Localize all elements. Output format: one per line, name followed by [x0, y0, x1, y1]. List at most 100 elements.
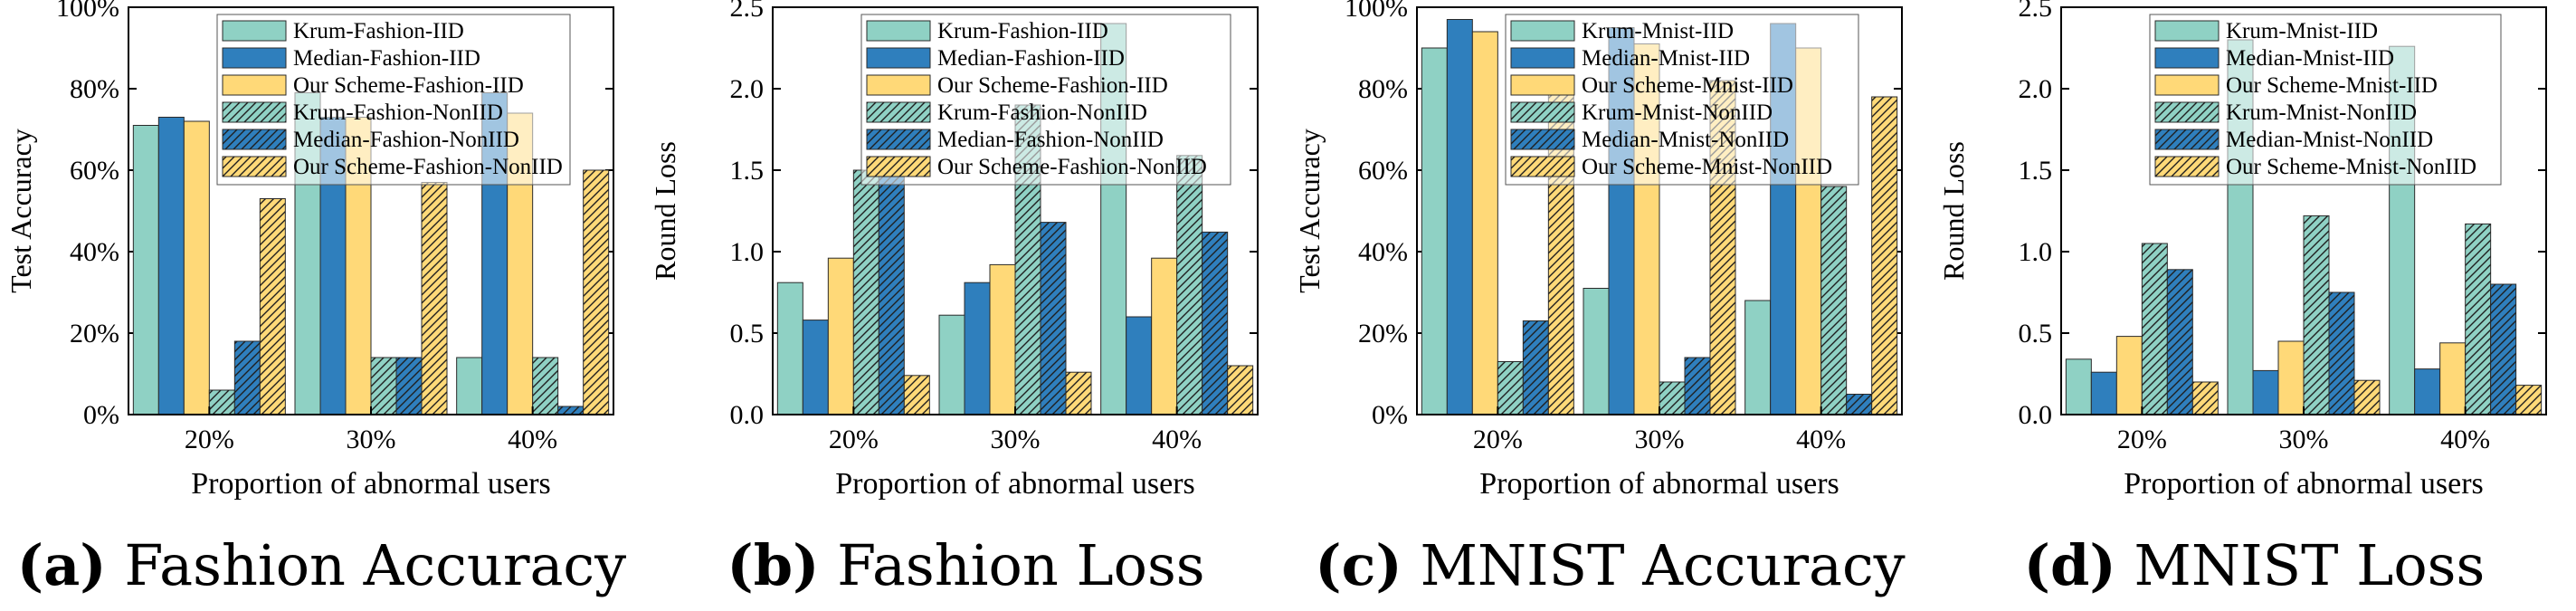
plot-frame: [128, 6, 614, 415]
plot-frame: [2060, 6, 2547, 415]
subplot-fashion-accuracy: 0% 20% 40% 60% 80% 100% 20% 30% 40% Krum-Fashion-…: [0, 0, 643, 611]
x-tick-label: 20%: [829, 425, 879, 454]
bar: [2191, 381, 2219, 415]
y-tick-label: 2.5: [730, 0, 765, 23]
bar: [1040, 222, 1067, 415]
bar: [2065, 358, 2092, 415]
legend-item: Our Scheme-Mnist-NonIID: [2154, 155, 2476, 179]
bar: [1497, 361, 1524, 415]
x-axis-label: Proportion of abnormal users: [191, 467, 551, 501]
bar: [2277, 340, 2305, 415]
chart-fashion-loss: 0.0 0.5 1.0 1.5 2.0 2.5 20% 30% 40% Krum-Fashion-…: [649, 0, 1259, 501]
bar: [827, 257, 854, 415]
caption-title: MNIST Accuracy: [1420, 532, 1906, 598]
svg-text:Median-Fashion-NonIID: Median-Fashion-NonIID: [937, 128, 1164, 152]
y-axis-label: Test Accuracy: [1293, 129, 1326, 293]
bar: [1659, 381, 1686, 415]
y-tick-label: 1.5: [2019, 156, 2053, 186]
y-tick-label: 0.5: [2019, 319, 2053, 348]
caption-label: (c): [1315, 532, 1402, 598]
legend-item: Median-Mnist-IID: [1510, 46, 1750, 71]
y-tick-label: 0%: [83, 400, 119, 430]
bar: [183, 120, 210, 415]
svg-text:Krum-Fashion-NonIID: Krum-Fashion-NonIID: [293, 100, 503, 125]
bar: [157, 117, 185, 415]
bar: [938, 314, 965, 415]
caption: (c) MNIST Accuracy: [1288, 532, 1932, 598]
svg-text:Krum-Mnist-NonIID: Krum-Mnist-NonIID: [2226, 100, 2417, 125]
y-tick-label: 80%: [70, 74, 119, 104]
y-tick-label: 1.5: [730, 156, 765, 186]
y-tick-label: 0.0: [730, 400, 765, 430]
svg-text:Median-Mnist-IID: Median-Mnist-IID: [1582, 46, 1750, 71]
bar: [1820, 186, 1848, 415]
legend-item: Our Scheme-Mnist-NonIID: [1510, 155, 1832, 179]
y-tick-label: 0.5: [730, 319, 765, 348]
bar: [2414, 368, 2441, 415]
svg-text:Krum-Fashion-IID: Krum-Fashion-IID: [293, 19, 464, 43]
svg-text:Our Scheme-Mnist-IID: Our Scheme-Mnist-IID: [2226, 73, 2438, 98]
caption-title: Fashion Loss: [837, 532, 1205, 598]
bar: [2303, 215, 2330, 415]
plot-frame: [1416, 6, 1903, 415]
plot-frame: [772, 6, 1259, 415]
legend-item: Krum-Fashion-NonIID: [222, 100, 503, 125]
subplot-mnist-loss: 0.0 0.5 1.0 1.5 2.0 2.5 20% 30% 40% Krum-Mnist-II…: [1933, 0, 2576, 611]
x-tick-label: 30%: [347, 425, 396, 454]
bar: [2141, 243, 2168, 415]
x-tick-label: 20%: [1473, 425, 1523, 454]
y-tick-label: 100%: [56, 0, 119, 23]
subplot-mnist-accuracy: 0% 20% 40% 60% 80% 100% 20% 30% 40% Krum-Mnist-II…: [1288, 0, 1932, 611]
y-axis-label: Round Loss: [649, 141, 681, 281]
svg-text:Median-Mnist-NonIID: Median-Mnist-NonIID: [2226, 128, 2433, 152]
bar: [852, 169, 879, 415]
bar: [878, 173, 905, 415]
bar: [2515, 385, 2543, 415]
y-tick-label: 2.0: [730, 74, 765, 104]
bar: [2439, 342, 2467, 415]
bar: [456, 357, 483, 415]
bar: [1176, 155, 1203, 415]
svg-text:Krum-Fashion-IID: Krum-Fashion-IID: [937, 19, 1108, 43]
legend-item: Krum-Mnist-IID: [2154, 19, 2378, 43]
bar: [1065, 371, 1092, 415]
bar: [557, 406, 585, 415]
bar: [1522, 320, 1549, 415]
x-tick-label: 20%: [185, 425, 234, 454]
y-axis-label: Round Loss: [1937, 141, 1970, 281]
chart-mnist-accuracy: 0% 20% 40% 60% 80% 100% 20% 30% 40% Krum-Mnist-II…: [1293, 0, 1903, 501]
legend-item: Krum-Mnist-NonIID: [1510, 100, 1773, 125]
bar: [776, 282, 803, 415]
caption-label: (d): [2023, 532, 2116, 598]
bar: [132, 125, 159, 415]
legend-item: Our Scheme-Mnist-IID: [1510, 73, 1793, 98]
y-tick-label: 100%: [1345, 0, 1408, 23]
bar: [2252, 369, 2279, 415]
svg-text:Median-Mnist-NonIID: Median-Mnist-NonIID: [1582, 128, 1789, 152]
x-tick-label: 40%: [508, 425, 557, 454]
legend-item: Median-Fashion-IID: [866, 46, 1125, 71]
svg-text:Krum-Mnist-IID: Krum-Mnist-IID: [2226, 19, 2378, 43]
bar: [1684, 357, 1711, 415]
bar: [964, 282, 991, 415]
y-tick-label: 2.0: [2019, 74, 2053, 104]
bar: [903, 375, 930, 415]
x-tick-label: 30%: [2279, 425, 2329, 454]
caption: (a) Fashion Accuracy: [0, 532, 643, 598]
y-tick-label: 40%: [1358, 237, 1408, 267]
y-axis-label: Test Accuracy: [5, 129, 37, 293]
bar: [2090, 371, 2117, 415]
bar: [1583, 288, 1610, 415]
legend-item: Our Scheme-Fashion-NonIID: [866, 155, 1207, 179]
svg-text:Krum-Mnist-NonIID: Krum-Mnist-NonIID: [1582, 100, 1773, 125]
y-tick-label: 80%: [1358, 74, 1408, 104]
bar: [2115, 336, 2143, 415]
legend-item: Krum-Fashion-IID: [222, 19, 464, 43]
svg-text:Median-Fashion-NonIID: Median-Fashion-NonIID: [293, 128, 519, 152]
svg-text:Our Scheme-Fashion-NonIID: Our Scheme-Fashion-NonIID: [937, 155, 1207, 179]
legend-item: Our Scheme-Fashion-NonIID: [222, 155, 563, 179]
bar: [370, 357, 397, 415]
svg-text:Our Scheme-Mnist-NonIID: Our Scheme-Mnist-NonIID: [2226, 155, 2476, 179]
svg-text:Our Scheme-Fashion-NonIID: Our Scheme-Fashion-NonIID: [293, 155, 563, 179]
bar: [1202, 231, 1229, 415]
